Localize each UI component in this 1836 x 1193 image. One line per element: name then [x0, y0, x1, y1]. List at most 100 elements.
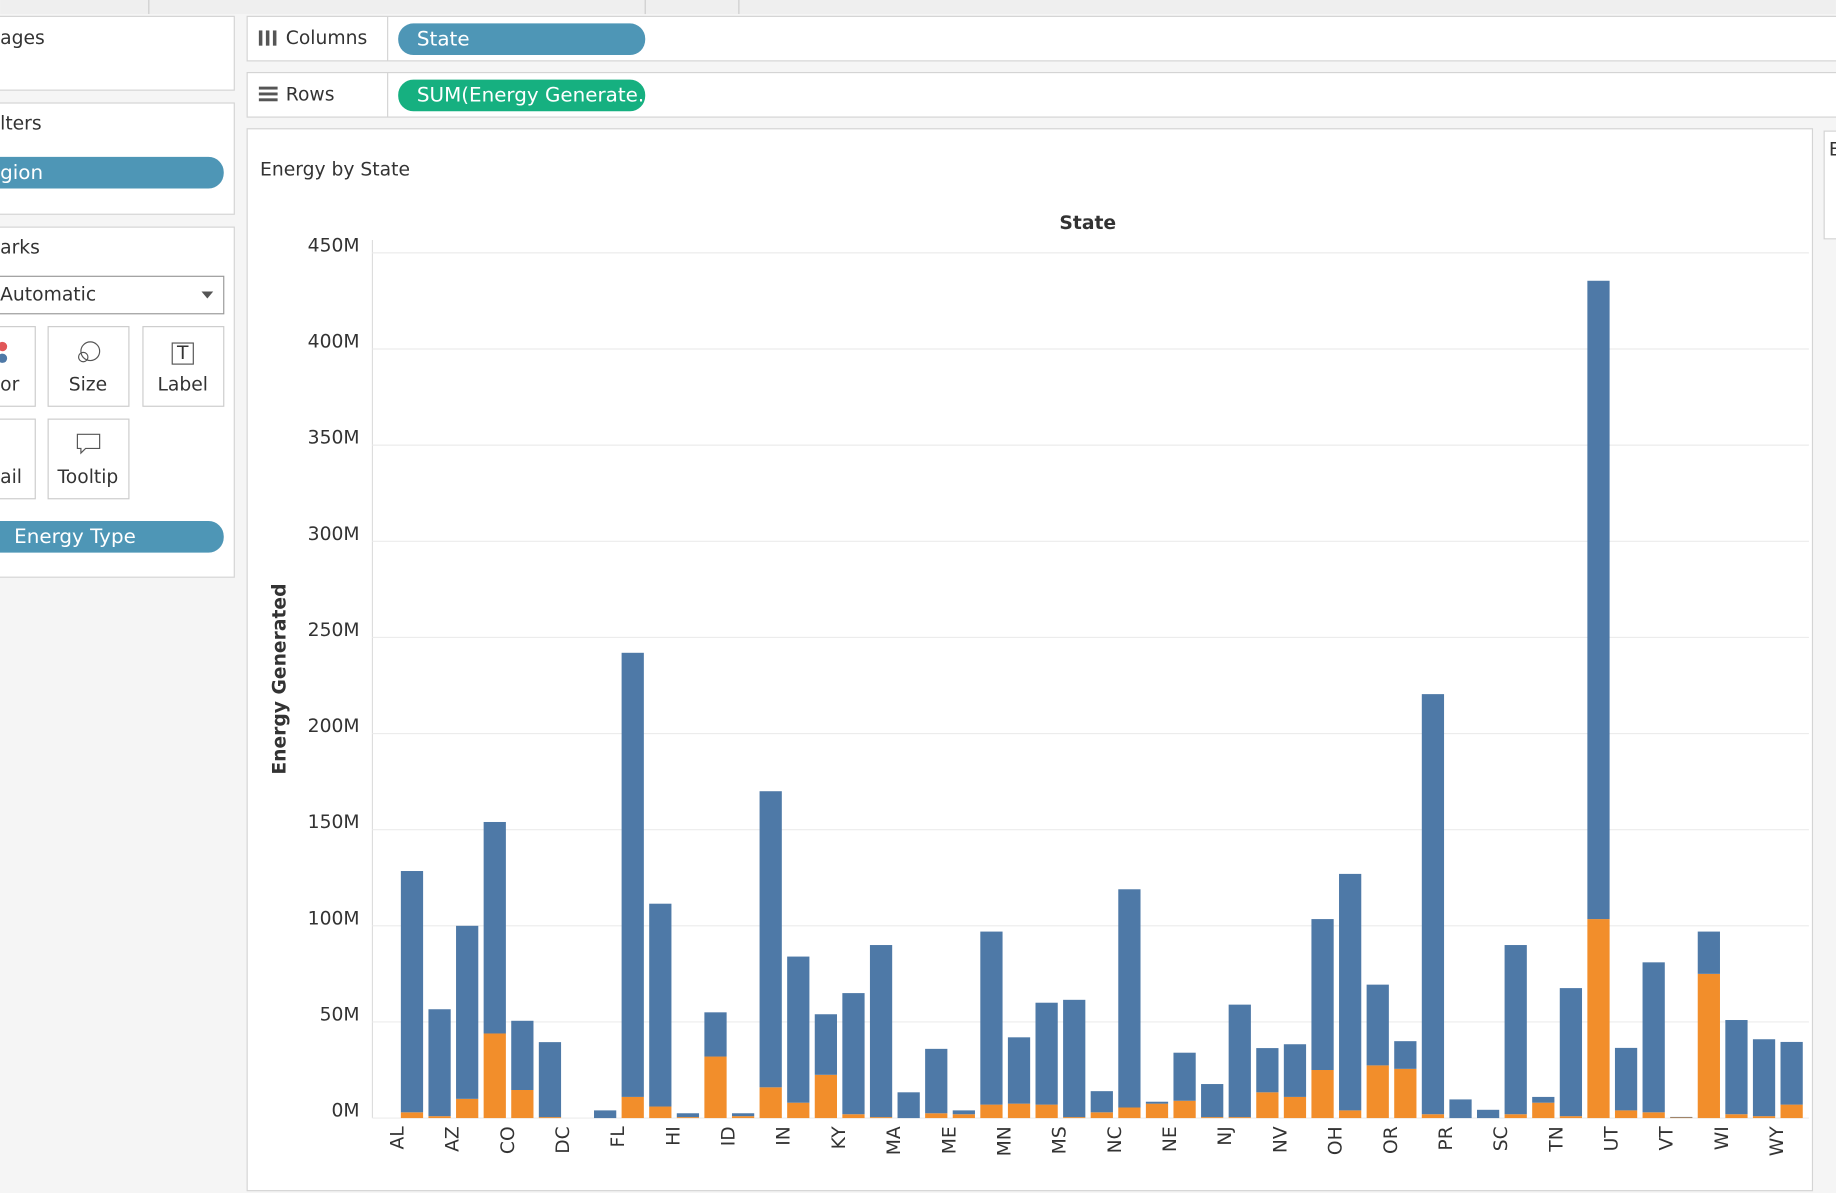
bar-segment	[731, 1113, 755, 1117]
bar-segment	[1421, 1114, 1445, 1119]
columns-pill-text[interactable]: State	[417, 27, 470, 50]
x-tick-label: NV	[1270, 1126, 1291, 1153]
pages-card	[0, 15, 235, 91]
bar-segment	[676, 1113, 700, 1118]
bar-segment	[1035, 1104, 1058, 1119]
bar-segment	[1118, 889, 1141, 1108]
bar-segment	[704, 1012, 727, 1057]
bar-segment	[1697, 973, 1720, 1119]
y-tick-label: 100M	[308, 908, 360, 929]
bar-segment	[1311, 919, 1334, 1071]
bar-segment	[1283, 1096, 1307, 1119]
label-button-label[interactable]: Label	[158, 375, 209, 396]
bar-segment	[842, 1114, 865, 1119]
x-tick-label: TN	[1546, 1126, 1567, 1152]
y-tick-label: 200M	[308, 716, 360, 737]
bar-segment	[1311, 1070, 1334, 1119]
y-tick-label: 250M	[308, 620, 360, 641]
x-tick-label: FL	[608, 1126, 629, 1148]
y-tick-label: 400M	[308, 331, 360, 352]
y-tick-label: 0M	[331, 1101, 359, 1122]
bar-segment	[842, 993, 865, 1115]
pages-label: ages	[0, 28, 45, 49]
bar-segment	[897, 1092, 920, 1119]
bar-segment	[649, 1106, 672, 1119]
bar-segment	[1173, 1100, 1196, 1119]
filter-pill-text[interactable]: gion	[0, 161, 43, 184]
bar-segment	[759, 1087, 782, 1119]
bar-segment	[1256, 1048, 1279, 1093]
bar-segment	[456, 925, 479, 1099]
bar-segment	[483, 821, 506, 1034]
y-tick-label: 300M	[308, 524, 360, 545]
mark-type-text[interactable]: Automatic	[0, 285, 96, 306]
bar-segment	[1642, 962, 1665, 1113]
color-button[interactable]	[0, 326, 36, 407]
y-tick-label: 450M	[308, 235, 360, 256]
bar-segment	[1504, 945, 1527, 1115]
x-tick-label: HI	[663, 1126, 684, 1146]
detail-button[interactable]	[0, 418, 36, 500]
legend-title: E	[1829, 139, 1836, 160]
marks-label: arks	[0, 238, 40, 259]
bar-segment	[1394, 1068, 1417, 1119]
bar-segment	[1173, 1052, 1196, 1101]
marks-pill-text[interactable]: Energy Type	[14, 525, 136, 548]
bar-segment	[1063, 1117, 1086, 1119]
x-tick-label: VT	[1657, 1126, 1678, 1151]
bar-segment	[1670, 1117, 1693, 1119]
bar-segment	[538, 1117, 562, 1119]
filters-label: lters	[0, 114, 42, 135]
bar-segment	[1559, 988, 1583, 1117]
columns-pill[interactable]	[398, 23, 646, 56]
x-tick-label: KY	[829, 1126, 850, 1150]
bar-segment	[1449, 1099, 1472, 1119]
size-icon	[80, 341, 101, 362]
mark-type-dropdown[interactable]	[0, 275, 225, 315]
tab-strip	[0, 0, 1836, 15]
columns-icon	[258, 30, 277, 46]
bar-segment	[1476, 1109, 1500, 1119]
marks-pill[interactable]	[0, 520, 224, 553]
x-tick-label: CO	[498, 1126, 519, 1154]
bar-segment	[400, 871, 424, 1113]
bar-segment	[1366, 1065, 1389, 1119]
size-button-label[interactable]: Size	[69, 375, 107, 396]
tooltip-button-label[interactable]: Tooltip	[57, 467, 119, 488]
bar-segment	[1725, 1020, 1748, 1115]
x-tick-label: NJ	[1215, 1126, 1236, 1146]
size-button[interactable]	[47, 326, 130, 407]
bar-segment	[1559, 1116, 1583, 1119]
x-tick-label: WI	[1712, 1126, 1733, 1150]
bar-segment	[621, 1096, 644, 1119]
bar-segment	[814, 1074, 837, 1119]
bar-segment	[1090, 1091, 1113, 1113]
x-tick-label: MN	[994, 1126, 1015, 1156]
bar-segment	[1394, 1041, 1417, 1069]
plot: 0M 50M 100M 150M 200M 250M 300M 350M 400M 450M AL A…	[308, 235, 1809, 1156]
x-tick-label: UT	[1602, 1126, 1623, 1152]
label-button[interactable]	[142, 326, 225, 407]
bar-segment	[428, 1009, 451, 1117]
bar-segment	[704, 1056, 727, 1119]
columns-label: Columns	[286, 28, 367, 49]
rows-pill-text[interactable]: SUM(Energy Generate...	[417, 84, 657, 107]
bar-segment	[759, 791, 782, 1088]
y-tick-label: 50M	[320, 1004, 360, 1025]
bar-segment	[1670, 1116, 1693, 1118]
x-tick-label: MS	[1050, 1126, 1071, 1154]
y-axis-title: Energy Generated	[269, 583, 290, 774]
bar-segment	[1366, 984, 1389, 1066]
rows-pill[interactable]	[398, 79, 646, 112]
bar-segment	[925, 1113, 948, 1119]
y-tick-label: 150M	[308, 812, 360, 833]
detail-button-label[interactable]: ail	[0, 467, 22, 488]
x-tick-label: OR	[1381, 1126, 1402, 1154]
bar-segment	[428, 1116, 451, 1119]
filter-pill[interactable]	[0, 156, 224, 189]
color-button-label[interactable]: or	[0, 375, 19, 396]
bar-segment	[621, 652, 644, 1097]
tooltip-button[interactable]	[47, 418, 130, 500]
